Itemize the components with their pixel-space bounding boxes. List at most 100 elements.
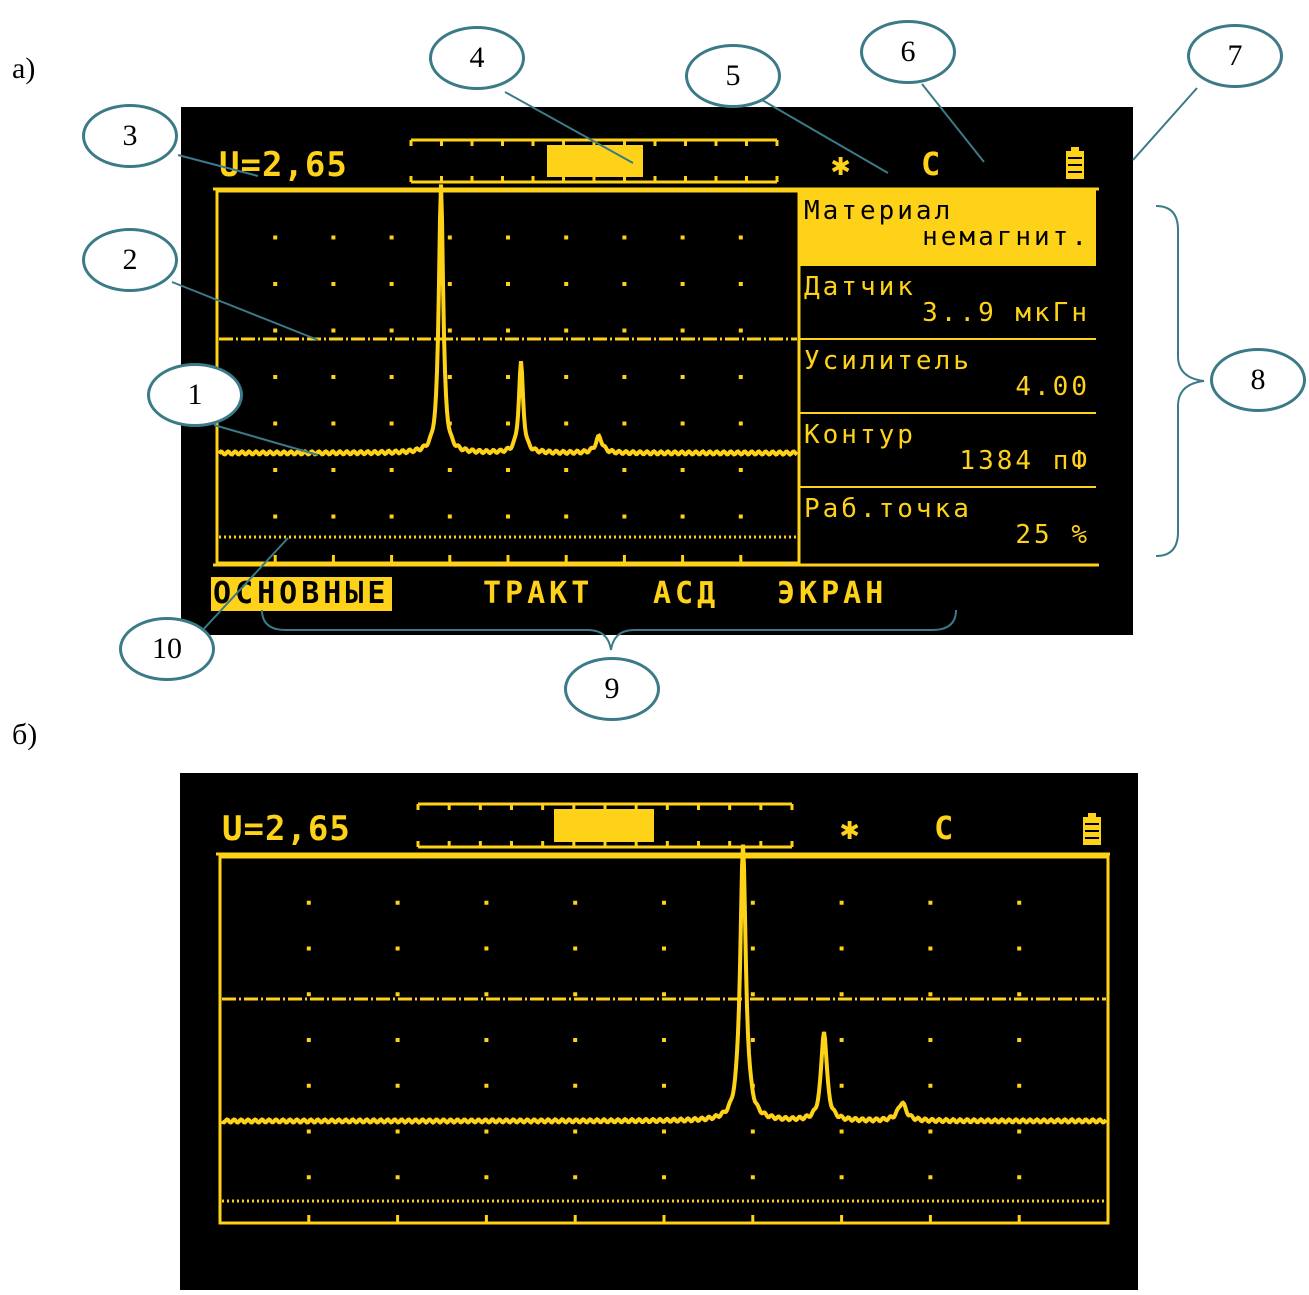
grid-b-dot xyxy=(662,900,666,905)
grid-a-dot xyxy=(564,235,569,240)
grid-b-dot xyxy=(839,1038,844,1042)
grid-b-dot xyxy=(750,1038,755,1042)
grid-a-dot xyxy=(447,514,452,519)
voltage-readout-b: U=2,65 xyxy=(222,809,351,849)
callout-3: 3 xyxy=(82,104,178,168)
grid-a-dot xyxy=(273,282,278,286)
grid-b-dot xyxy=(662,1038,666,1042)
grid-a-dot xyxy=(389,328,394,333)
grid-b-dot xyxy=(750,946,755,951)
grid-b-dot xyxy=(662,1083,666,1088)
menu-item-material[interactable]: Материал немагнит. xyxy=(800,190,1096,264)
grid-b-dot xyxy=(1017,992,1022,997)
grid-b-dot xyxy=(395,1083,400,1088)
grid-a-dot xyxy=(564,468,569,472)
grid-b-dot xyxy=(839,1175,844,1180)
grid-b-dot xyxy=(395,900,400,905)
x-axis-ticks-b xyxy=(307,1215,1021,1223)
grid-b-dot xyxy=(484,900,489,905)
grid-b-dot xyxy=(662,946,666,951)
menu-item-amplifier[interactable]: Усилитель 4.00 xyxy=(800,338,1096,412)
tab-main[interactable]: ОСНОВНЫЕ xyxy=(211,576,392,611)
grid-b-dot xyxy=(750,900,755,905)
grid-a-dot xyxy=(680,235,685,240)
grid-b-dot xyxy=(1017,1129,1022,1134)
menu-item-operating-point-value: 25 % xyxy=(1015,520,1090,550)
menu-item-amplifier-value: 4.00 xyxy=(1015,372,1090,402)
tab-path[interactable]: ТРАКТ xyxy=(483,576,594,611)
sun-asterisk-icon: ✱ xyxy=(831,145,851,183)
grid-b-dot xyxy=(928,992,933,997)
grid-a-dot xyxy=(564,328,569,333)
grid-b-dot xyxy=(484,946,489,951)
grid-a-dot xyxy=(273,375,278,379)
grid-a-dot xyxy=(564,421,569,426)
grid-a-dot xyxy=(622,514,627,519)
callout-2: 2 xyxy=(82,228,178,292)
grid-b-dot xyxy=(573,992,578,997)
grid-b-dot xyxy=(395,1175,400,1180)
grid-a-dot xyxy=(680,375,685,379)
grid-b-dot xyxy=(395,1038,400,1042)
callout-10: 10 xyxy=(119,617,215,681)
grid-a-dot xyxy=(564,514,569,519)
screen-b-graphics xyxy=(216,802,1110,1225)
menu-item-contour[interactable]: Контур 1384 пФ xyxy=(800,412,1096,486)
grid-a-dot xyxy=(506,468,510,472)
grid-a-dot xyxy=(738,375,743,379)
tab-screen[interactable]: ЭКРАН xyxy=(777,576,888,611)
slider-thumb xyxy=(547,145,643,177)
grid-b-dot xyxy=(484,1175,489,1180)
grid-a-dot xyxy=(331,421,336,426)
grid-a-dot xyxy=(506,514,510,519)
grid-b-dot xyxy=(1017,1038,1022,1042)
sun-asterisk-icon: ✱ xyxy=(840,809,860,847)
callout-7: 7 xyxy=(1187,24,1283,88)
callout-6: 6 xyxy=(860,20,956,84)
grid-a-dot xyxy=(622,375,627,379)
grid-a-dot xyxy=(622,421,627,426)
grid-a-dot xyxy=(389,468,394,472)
battery-icon xyxy=(1065,147,1085,179)
menu-item-sensor[interactable]: Датчик 3..9 мкГн xyxy=(800,264,1096,338)
device-screen-a: U=2,65 ✱ C Материал немагнит. Датчик 3..… xyxy=(181,107,1133,635)
grid-a-dot xyxy=(738,235,743,240)
grid-b-dot xyxy=(750,1129,755,1134)
grid-a-dot xyxy=(680,514,685,519)
grid-a-dot xyxy=(389,235,394,240)
settings-menu-panel: Материал немагнит. Датчик 3..9 мкГн Усил… xyxy=(800,190,1096,560)
grid-a-dot xyxy=(506,282,510,286)
grid-b-dot xyxy=(928,1083,933,1088)
mode-letter-b: C xyxy=(934,809,954,847)
level-slider-b xyxy=(416,802,794,849)
grid-a-dot xyxy=(506,235,510,240)
grid-a-dot xyxy=(331,235,336,240)
menu-item-sensor-label: Датчик xyxy=(804,272,916,302)
grid-a-dot xyxy=(680,421,685,426)
grid-a-dot xyxy=(273,235,278,240)
menu-item-operating-point[interactable]: Раб.точка 25 % xyxy=(800,486,1096,560)
menu-item-amplifier-label: Усилитель xyxy=(804,346,972,376)
grid-a-dot xyxy=(564,375,569,379)
grid-a-dot xyxy=(447,282,452,286)
grid-a-dot xyxy=(331,282,336,286)
grid-b-dot xyxy=(395,946,400,951)
grid-b-dot xyxy=(750,1175,755,1180)
grid-a-dot xyxy=(389,514,394,519)
grid-b-dot xyxy=(573,900,578,905)
grid-a-dot xyxy=(680,328,685,333)
figure-label-b: б) xyxy=(12,718,38,751)
grid-b-dot xyxy=(573,946,578,951)
menu-item-material-label: Материал xyxy=(804,196,954,226)
grid-b-dot xyxy=(662,1175,666,1180)
grid-a-dot xyxy=(273,421,278,426)
tab-asd[interactable]: АСД xyxy=(653,576,720,611)
grid-a-dot xyxy=(331,514,336,519)
grid-b-dot xyxy=(306,992,311,997)
grid-a-dot xyxy=(680,282,685,286)
grid-a-dot xyxy=(622,235,627,240)
leader-7 xyxy=(1132,87,1198,161)
grid-dots-b xyxy=(306,900,1022,1180)
grid-b-dot xyxy=(1017,946,1022,951)
battery-icon xyxy=(1082,813,1102,845)
